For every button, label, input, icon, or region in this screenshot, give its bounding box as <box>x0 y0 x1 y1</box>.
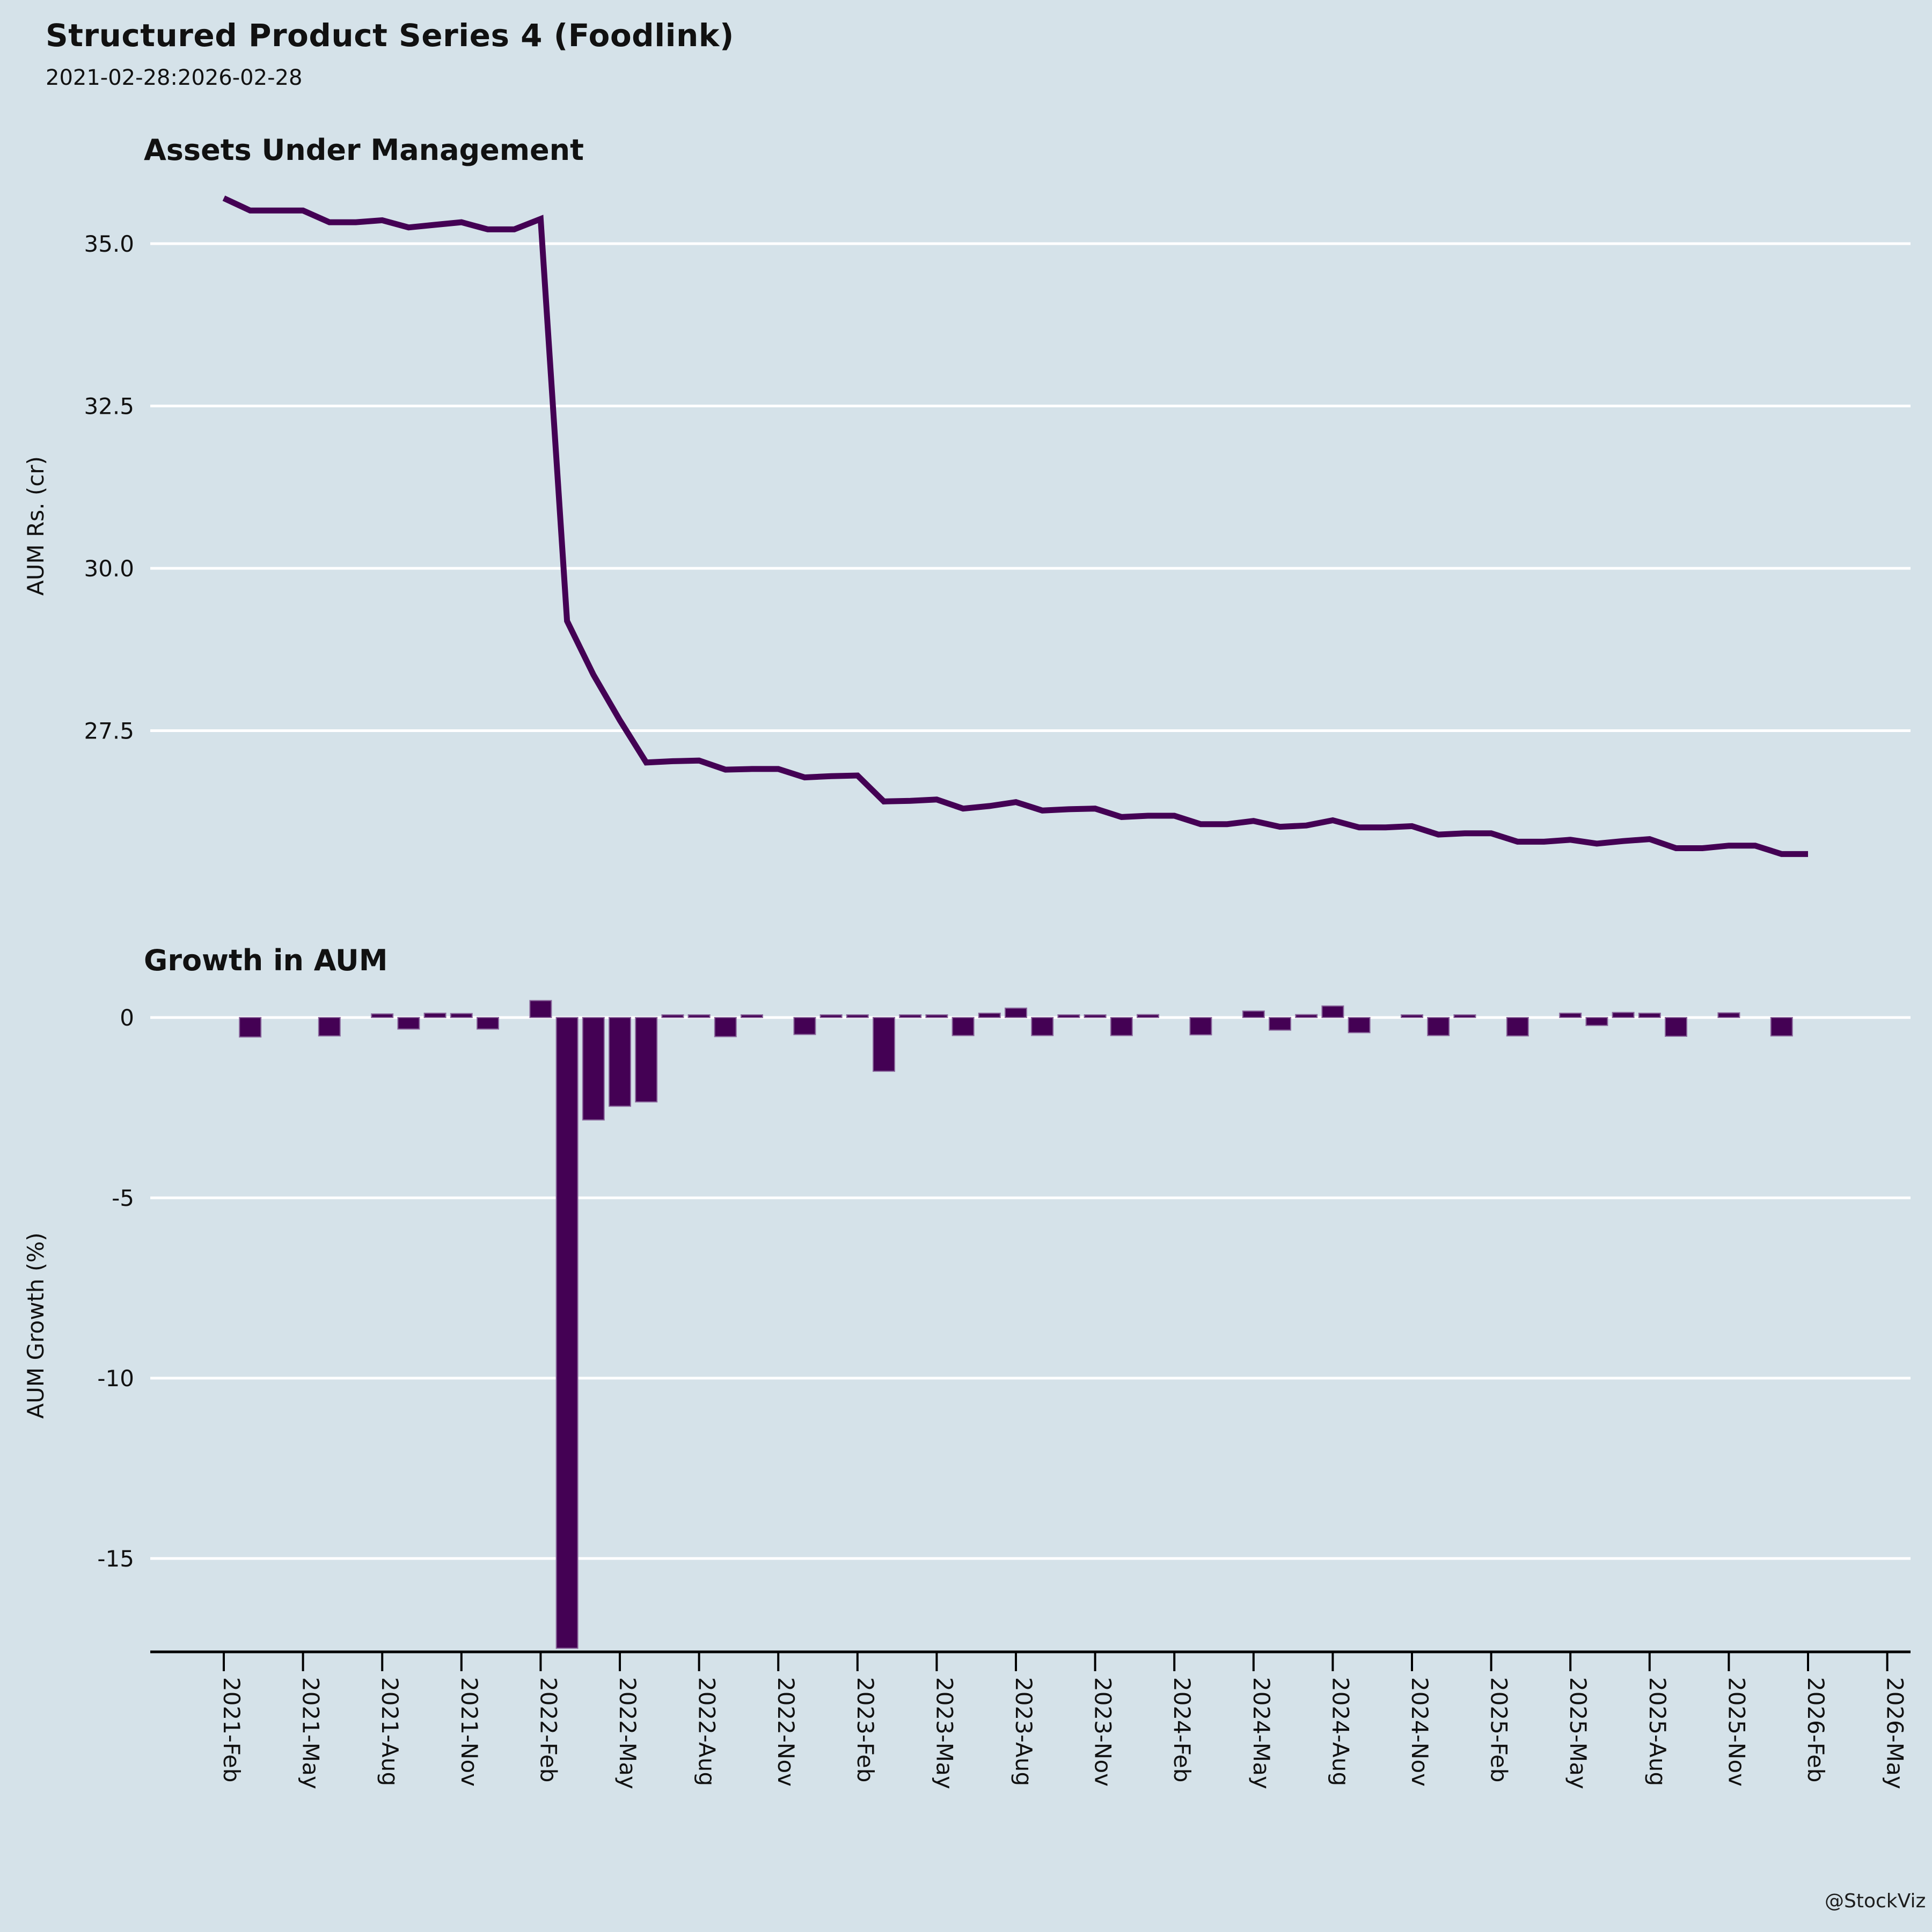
growth-bar <box>687 1014 711 1018</box>
growth-ytick-label: -10 <box>97 1365 134 1392</box>
x-tick-label: 2021-May <box>298 1677 324 1789</box>
growth-bar <box>1295 1014 1318 1019</box>
x-tick-label: 2023-Feb <box>852 1677 879 1782</box>
x-tick-label: 2021-Aug <box>377 1677 403 1786</box>
growth-bar <box>450 1013 473 1019</box>
watermark: @StockViz <box>1825 1890 1926 1912</box>
aum-chart-title: Assets Under Management <box>144 133 584 167</box>
x-tick-label: 2022-Feb <box>535 1677 561 1782</box>
aum-ytick-label: 27.5 <box>84 718 134 744</box>
x-tick-label: 2025-Nov <box>1723 1677 1750 1787</box>
x-tick-label: 2022-Aug <box>694 1677 720 1786</box>
growth-bar <box>318 1017 341 1037</box>
growth-bar <box>1269 1017 1291 1031</box>
x-tick-label: 2022-Nov <box>773 1677 799 1787</box>
x-tick-label: 2025-Feb <box>1486 1677 1512 1782</box>
x-tick-label: 2024-Aug <box>1327 1677 1353 1786</box>
growth-bar <box>899 1014 922 1018</box>
page-title: Structured Product Series 4 (Foodlink) <box>46 17 734 54</box>
aum-ytick-label: 30.0 <box>84 555 134 582</box>
growth-bar <box>529 1000 552 1019</box>
growth-bar <box>582 1017 605 1121</box>
growth-ytick-label: -5 <box>112 1185 134 1211</box>
aum-ytick-label: 32.5 <box>84 393 134 420</box>
growth-bar <box>1665 1017 1687 1037</box>
growth-ytick-label: -15 <box>97 1546 134 1572</box>
x-tick-label: 2023-May <box>931 1677 957 1789</box>
x-tick-label: 2022-May <box>614 1677 641 1789</box>
growth-bar <box>1057 1014 1080 1018</box>
growth-bar <box>1242 1010 1265 1019</box>
x-tick-label: 2024-Nov <box>1407 1677 1433 1787</box>
x-tick-label: 2026-May <box>1882 1677 1908 1789</box>
aum-line <box>222 195 1808 857</box>
growth-bar <box>1453 1014 1476 1018</box>
growth-bar <box>819 1014 843 1018</box>
growth-bar <box>952 1017 975 1036</box>
x-tick-label: 2021-Nov <box>456 1677 482 1787</box>
growth-bar <box>371 1013 394 1019</box>
growth-bar <box>741 1014 763 1018</box>
growth-bar <box>423 1012 447 1019</box>
growth-bar <box>1110 1017 1133 1036</box>
growth-bar <box>1189 1017 1212 1036</box>
growth-bar <box>1031 1017 1054 1036</box>
x-tick-label: 2025-May <box>1565 1677 1591 1789</box>
growth-bar <box>1770 1017 1793 1037</box>
x-tick-label: 2024-Feb <box>1169 1677 1195 1782</box>
growth-bar <box>397 1017 420 1030</box>
x-tick-label: 2025-Aug <box>1644 1677 1671 1786</box>
growth-bar <box>846 1014 869 1018</box>
growth-bar <box>1005 1007 1027 1018</box>
growth-bar <box>793 1017 816 1035</box>
growth-bar <box>1585 1017 1608 1026</box>
growth-bar <box>925 1014 948 1018</box>
growth-bar <box>661 1014 684 1018</box>
x-tick-label: 2023-Aug <box>1011 1677 1037 1786</box>
growth-bar <box>1717 1012 1740 1019</box>
growth-bar <box>1427 1017 1450 1036</box>
growth-bar <box>1401 1014 1423 1018</box>
aum-ytick-label: 35.0 <box>84 231 134 257</box>
page-subtitle: 2021-02-28:2026-02-28 <box>46 65 303 90</box>
growth-bar <box>1638 1012 1661 1019</box>
growth-bar <box>635 1017 658 1103</box>
growth-bar <box>1137 1014 1159 1019</box>
growth-bar <box>239 1017 262 1038</box>
growth-chart-title: Growth in AUM <box>144 943 388 977</box>
growth-bar <box>1084 1014 1107 1018</box>
growth-bar <box>609 1017 631 1107</box>
x-tick-label: 2021-Feb <box>218 1677 245 1782</box>
growth-bar <box>1559 1012 1582 1019</box>
growth-ytick-label: 0 <box>120 1005 134 1031</box>
growth-bar <box>1612 1012 1635 1019</box>
growth-bar <box>978 1012 1001 1019</box>
growth-bar <box>873 1017 895 1072</box>
growth-bar <box>1348 1017 1371 1034</box>
growth-bar <box>477 1017 499 1030</box>
growth-bar <box>714 1017 737 1037</box>
growth-bar <box>1321 1005 1344 1018</box>
growth-bar <box>1506 1017 1529 1037</box>
growth-bar <box>555 1017 579 1649</box>
x-tick-label: 2023-Nov <box>1090 1677 1116 1787</box>
x-tick-label: 2026-Feb <box>1803 1677 1829 1782</box>
x-tick-label: 2024-May <box>1248 1677 1275 1789</box>
